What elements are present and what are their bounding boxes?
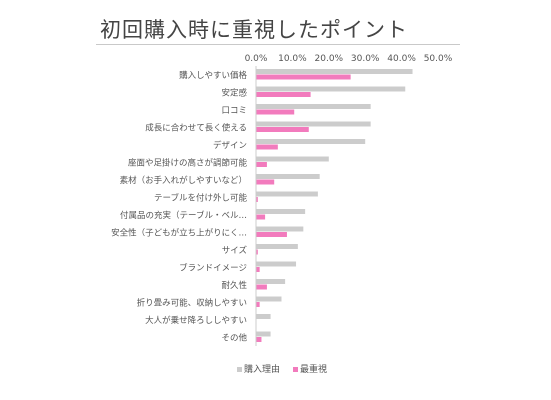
category-label: 耐久性 [221, 280, 247, 291]
bar-purchase-reason [256, 314, 271, 319]
title-underline [96, 44, 460, 45]
bar-most-important [256, 284, 267, 290]
bar-most-important [256, 109, 295, 115]
bar-most-important [256, 267, 260, 272]
category-label: サイズ [222, 245, 248, 256]
bar-purchase-reason [256, 296, 282, 302]
bars [256, 69, 413, 342]
x-tick-label: 20.0% [315, 54, 344, 64]
bar-purchase-reason [256, 261, 297, 267]
bar-purchase-reason [256, 244, 298, 249]
category-label: 安全性（子どもが立ち上がりにく… [111, 228, 247, 239]
category-label: 付属品の充実（テーブル・ベル… [120, 210, 247, 221]
x-tick-label: 30.0% [351, 54, 380, 64]
x-axis-ticks: 0.0% 10.0% 20.0% 30.0% 40.0% 50.0% [245, 54, 453, 64]
category-label: ブランドイメージ [179, 263, 247, 274]
legend-label: 購入理由 [244, 363, 280, 375]
chart-title: 初回購入時に重視したポイント [100, 18, 408, 42]
bar-most-important [256, 249, 258, 255]
bar-most-important [256, 127, 309, 132]
bar-most-important [256, 144, 278, 150]
bar-most-important [256, 179, 275, 185]
bar-purchase-reason [256, 209, 306, 214]
category-label: デザイン [213, 140, 247, 151]
legend: 購入理由 最重視 [237, 363, 327, 375]
category-label: 座面や足掛けの高さが調節可能 [128, 158, 248, 169]
bar-purchase-reason [256, 156, 329, 162]
category-label: その他 [221, 333, 247, 344]
bar-purchase-reason [256, 139, 366, 144]
bar-most-important [256, 162, 267, 167]
x-tick-label: 50.0% [424, 54, 453, 64]
category-label: 素材（お手入れがしやすいなど） [120, 175, 247, 186]
category-label: 折り畳み可能、収納しやすい [137, 298, 247, 309]
bar-most-important [256, 74, 351, 80]
bar-most-important [256, 214, 266, 220]
bar-purchase-reason [256, 86, 406, 92]
legend-swatch [293, 367, 298, 372]
bar-purchase-reason [256, 174, 320, 179]
legend-label: 最重視 [300, 363, 327, 375]
category-label: 安定感 [221, 88, 247, 99]
category-label: 口コミ [221, 106, 247, 116]
bar-most-important [256, 92, 311, 97]
legend-swatch [237, 367, 242, 372]
bar-most-important [256, 337, 262, 342]
bar-most-important [256, 197, 258, 202]
bar-most-important [256, 302, 260, 307]
category-label: 成長に合わせて長く使える [145, 123, 247, 134]
bar-purchase-reason [256, 279, 286, 284]
bar-purchase-reason [256, 226, 304, 232]
bar-purchase-reason [256, 331, 271, 337]
x-tick-label: 10.0% [278, 54, 307, 64]
bar-most-important [256, 232, 287, 237]
category-label: 購入しやすい価格 [179, 70, 247, 81]
bar-purchase-reason [256, 69, 413, 74]
x-tick-label: 40.0% [387, 54, 416, 64]
category-label: テーブルを付け外し可能 [154, 193, 247, 204]
category-labels: 購入しやすい価格安定感口コミ成長に合わせて長く使えるデザイン座面や足掛けの高さが… [111, 70, 247, 344]
bar-purchase-reason [256, 104, 371, 109]
bar-purchase-reason [256, 191, 318, 197]
category-label: 大人が乗せ降ろししやすい [145, 315, 247, 326]
x-tick-label: 0.0% [245, 54, 268, 64]
bar-purchase-reason [256, 121, 371, 127]
